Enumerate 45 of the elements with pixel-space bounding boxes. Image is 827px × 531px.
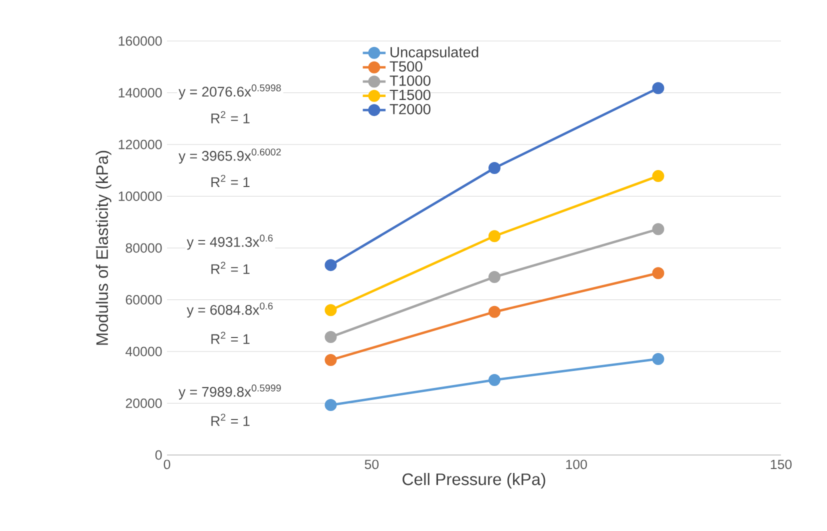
x-tick-label: 50	[364, 460, 379, 470]
y-axis-title: Modulus of Elasticity (kPa)	[96, 150, 112, 345]
annotation: y = 6084.8x$^{0.6}$	[186, 302, 273, 318]
point	[324, 399, 337, 412]
y-tick-label: 120000	[118, 140, 162, 150]
point	[324, 259, 337, 272]
point	[488, 270, 500, 283]
point	[488, 374, 500, 386]
point	[652, 352, 664, 365]
annotation: R$^{2}$ = 1	[211, 414, 250, 426]
point	[652, 223, 664, 236]
annotation: y = 7989.8x$^{0.5999}$	[178, 384, 281, 400]
legend-label: T1500	[390, 90, 430, 100]
y-tick-label: 60000	[126, 295, 162, 304]
annotation: R$^{2}$ = 1	[211, 174, 250, 187]
x-axis-title: Cell Pressure (kPa)	[402, 472, 546, 488]
x-tick-label: 100	[566, 460, 587, 470]
point	[324, 354, 337, 366]
legend-label: Uncapsulated	[390, 46, 478, 60]
annotation: R$^{2}$ = 1	[211, 332, 250, 344]
point	[652, 82, 664, 94]
point	[652, 267, 664, 280]
x-tick-label: 150	[770, 460, 792, 470]
point	[652, 170, 664, 182]
y-tick-label: 0	[155, 450, 162, 460]
annotation: y = 3965.9x$^{0.6002}$	[178, 148, 281, 164]
point	[324, 304, 337, 316]
annotation: y = 4931.3x$^{0.6}$	[186, 234, 273, 250]
point	[488, 162, 500, 174]
y-tick-label: 40000	[126, 346, 162, 356]
point	[488, 306, 500, 318]
annotation: R$^{2}$ = 1	[211, 262, 250, 274]
x-tick-label: 0	[164, 460, 170, 470]
legend-label: T1000	[390, 75, 430, 86]
y-tick-label: 140000	[118, 88, 162, 98]
y-tick-label: 80000	[126, 243, 162, 253]
annotation: R$^{2}$ = 1	[211, 111, 250, 124]
point	[324, 330, 337, 343]
y-tick-label: 160000	[118, 36, 162, 46]
annotation: y = 2076.6x$^{0.5998}$	[178, 84, 281, 100]
y-tick-label: 100000	[118, 192, 162, 201]
y-tick-label: 20000	[126, 398, 162, 408]
legend-label: T2000	[390, 104, 430, 114]
point	[488, 230, 500, 242]
legend-label: T500	[390, 61, 422, 72]
